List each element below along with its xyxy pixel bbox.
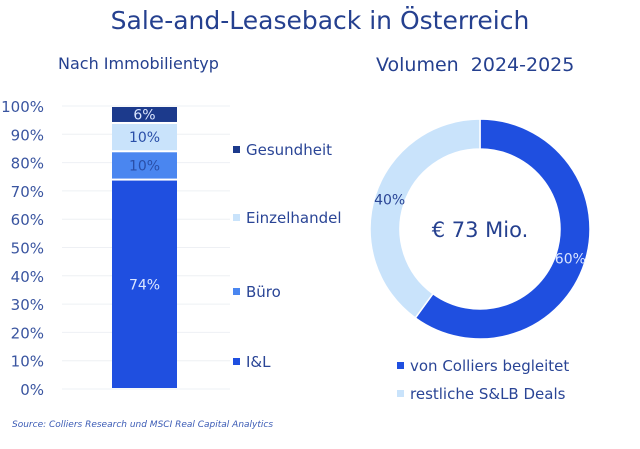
legend-label: Einzelhandel	[246, 209, 342, 227]
y-tick-label: 100%	[1, 98, 44, 116]
bar-segment-gesundheit	[112, 107, 177, 122]
legend-swatch	[233, 214, 240, 221]
y-tick-label: 90%	[11, 126, 44, 144]
donut-center-label: € 73 Mio.	[432, 218, 529, 242]
bar-segment-il	[112, 180, 177, 388]
y-tick-label: 10%	[11, 353, 44, 371]
donut-data-label: 40%	[374, 193, 405, 209]
donut-slice	[369, 118, 481, 320]
donut-chart-subtitle: Volumen 2024-2025	[376, 54, 575, 76]
legend-label: Gesundheit	[246, 141, 332, 159]
donut-slice	[414, 118, 591, 340]
legend-label: I&L	[246, 353, 271, 371]
source-note: Source: Colliers Research und MSCI Real …	[12, 420, 274, 430]
legend-swatch	[397, 362, 404, 369]
bar-data-label: 10%	[129, 130, 160, 146]
y-tick-label: 60%	[11, 211, 44, 229]
bar-chart-subtitle: Nach Immobilientyp	[58, 54, 219, 73]
bar-data-label: 6%	[133, 107, 155, 123]
donut-data-label: 60%	[555, 251, 586, 267]
bar-segment-einzelhandel	[112, 123, 177, 151]
legend-swatch	[397, 390, 404, 397]
legend-swatch	[233, 358, 240, 365]
y-tick-label: 20%	[11, 324, 44, 342]
y-tick-label: 70%	[11, 183, 44, 201]
legend-label: von Colliers begleitet	[410, 357, 569, 375]
legend-label: Büro	[246, 283, 281, 301]
chart-title: Sale-and-Leaseback in Österreich	[110, 6, 530, 35]
y-tick-label: 40%	[11, 268, 44, 286]
legend-label: restliche S&LB Deals	[410, 385, 566, 403]
y-tick-label: 80%	[11, 155, 44, 173]
legend-swatch	[233, 288, 240, 295]
bar-segment-bro	[112, 152, 177, 179]
y-tick-label: 50%	[11, 240, 44, 258]
y-tick-label: 30%	[11, 296, 44, 314]
bar-data-label: 74%	[129, 277, 160, 293]
legend-swatch	[233, 146, 240, 153]
bar-data-label: 10%	[129, 158, 160, 174]
y-tick-label: 0%	[20, 381, 44, 399]
